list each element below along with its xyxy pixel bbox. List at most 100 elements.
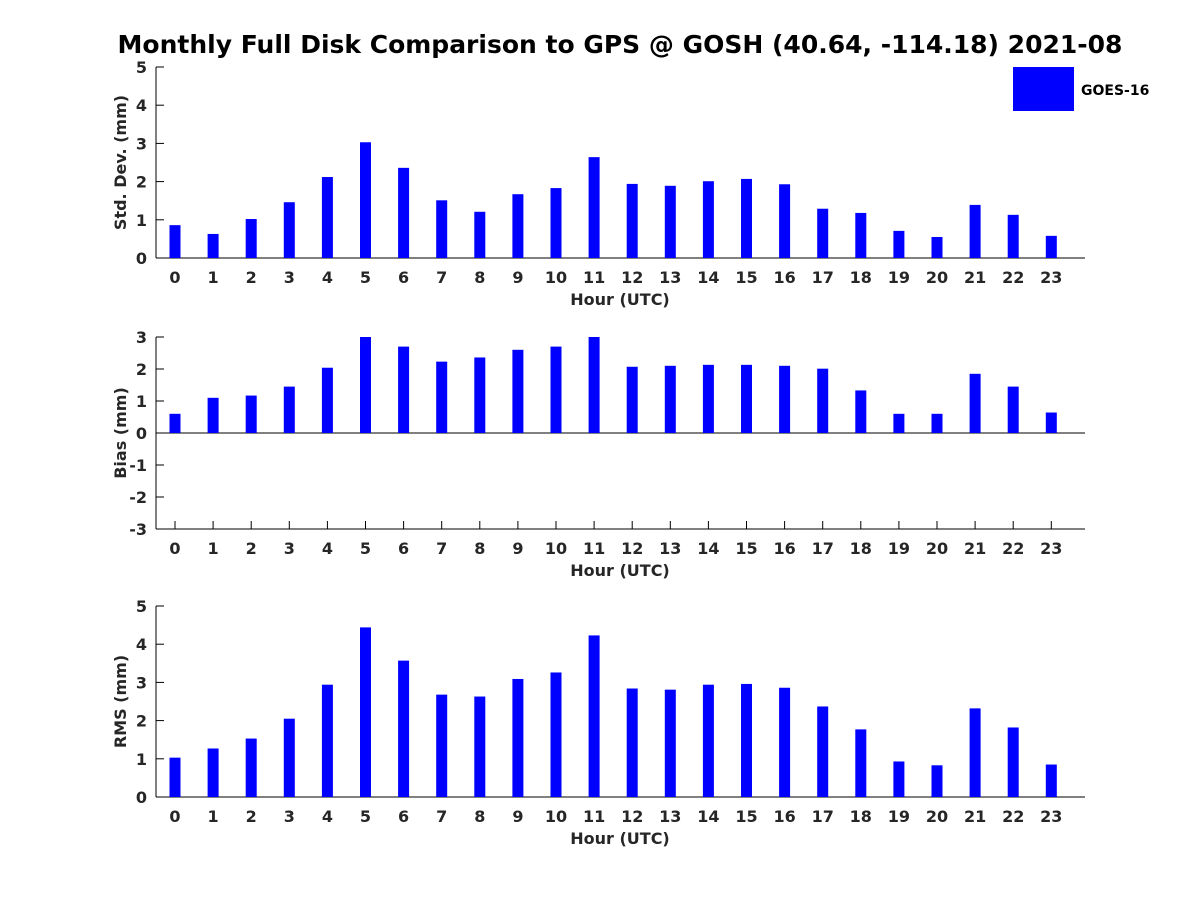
panel-1-x-tick-label: 23	[1040, 268, 1062, 287]
panel-2-x-tick-label: 3	[284, 539, 295, 558]
panel-1-bar-4	[321, 177, 333, 258]
panel-3-x-tick-label: 12	[621, 807, 643, 826]
panel-2-x-tick-label: 4	[322, 539, 333, 558]
panel-2-x-tick-label: 14	[697, 539, 719, 558]
panel-3-x-tick-label: 0	[169, 807, 180, 826]
panel-1-bar-14	[702, 181, 714, 258]
panel-1-bar-0	[169, 225, 181, 258]
panel-3-bar-11	[588, 635, 600, 797]
panel-1-y-tick-label: 2	[136, 173, 147, 192]
panel-3-x-tick-label: 14	[697, 807, 719, 826]
panel-3-bar-4	[321, 684, 333, 797]
panel-1-bar-11	[588, 157, 600, 258]
panel-3-bar-17	[817, 706, 829, 797]
panel-2-y-tick-label: 2	[136, 360, 147, 379]
panel-3-x-tick-label: 18	[850, 807, 872, 826]
panel-1-bar-18	[855, 212, 867, 258]
panel-2-x-tick-label: 22	[1002, 539, 1024, 558]
panel-2-bar-20	[931, 413, 943, 433]
panel-2-x-tick-label: 16	[773, 539, 795, 558]
panel-1-y-axis-label: Std. Dev. (mm)	[111, 95, 130, 230]
panel-2-x-tick-label: 11	[583, 539, 605, 558]
panel-2-bar-14	[702, 364, 714, 433]
panel-3-bar-3	[283, 718, 295, 797]
panel-3-x-tick-label: 9	[512, 807, 523, 826]
panel-1-x-axis-label: Hour (UTC)	[570, 290, 670, 309]
panel-1-x-tick-label: 17	[812, 268, 834, 287]
panel-1-x-tick-label: 18	[850, 268, 872, 287]
panel-2-x-tick-label: 12	[621, 539, 643, 558]
panel-2-x-tick-label: 2	[246, 539, 257, 558]
panel-2-x-tick-label: 19	[888, 539, 910, 558]
panel-2-bar-9	[512, 349, 524, 433]
panel-2-bar-22	[1007, 386, 1019, 433]
panel-2-bar-7	[436, 361, 448, 433]
panel-3-x-tick-label: 21	[964, 807, 986, 826]
panel-2-bar-0	[169, 413, 181, 433]
panel-1-y-tick-label: 5	[136, 58, 147, 77]
panel-2-y-tick-label: -1	[129, 456, 147, 475]
panel-1-x-tick-label: 16	[773, 268, 795, 287]
panel-3-bar-18	[855, 729, 867, 797]
panel-3-x-tick-label: 3	[284, 807, 295, 826]
panel-1-x-tick-label: 5	[360, 268, 371, 287]
panel-1-x-tick-label: 3	[284, 268, 295, 287]
panel-1-bar-23	[1045, 235, 1057, 258]
panel-2-y-tick-label: 0	[136, 424, 147, 443]
panel-3-y-tick-label: 0	[136, 788, 147, 807]
panel-1-x-tick-label: 9	[512, 268, 523, 287]
panel-2-bar-10	[550, 346, 562, 433]
panel-1-bar-12	[626, 183, 638, 258]
panel-1-bar-20	[931, 236, 943, 258]
panel-2-bar-11	[588, 337, 600, 433]
panel-1-x-tick-label: 11	[583, 268, 605, 287]
panel-1-x-tick-label: 21	[964, 268, 986, 287]
panel-1-bar-8	[474, 211, 486, 258]
panel-3-bar-16	[779, 687, 791, 797]
panel-2-x-tick-label: 13	[659, 539, 681, 558]
panel-1-x-tick-label: 12	[621, 268, 643, 287]
panel-1-x-tick-label: 15	[735, 268, 757, 287]
panel-1-y-tick-label: 1	[136, 211, 147, 230]
panel-2-x-tick-label: 15	[735, 539, 757, 558]
panel-3-x-axis-label: Hour (UTC)	[570, 829, 670, 848]
panel-3-x-tick-label: 7	[436, 807, 447, 826]
panel-3-bar-1	[207, 748, 219, 797]
panel-2-x-tick-label: 10	[545, 539, 567, 558]
panel-3-y-tick-label: 2	[136, 712, 147, 731]
panel-3-x-tick-label: 13	[659, 807, 681, 826]
panel-1-bar-19	[893, 230, 905, 258]
panel-2-y-tick-label: -2	[129, 488, 147, 507]
panel-2-x-axis-label: Hour (UTC)	[570, 561, 670, 580]
panel-1-x-tick-label: 20	[926, 268, 948, 287]
panel-2-y-tick-label: -3	[129, 520, 147, 539]
panel-2-x-tick-label: 8	[474, 539, 485, 558]
panel-3-x-tick-label: 1	[208, 807, 219, 826]
panel-2-x-tick-label: 0	[169, 539, 180, 558]
panel-3-x-tick-label: 15	[735, 807, 757, 826]
panel-2-bar-21	[969, 373, 981, 433]
panel-1-bar-15	[741, 178, 752, 258]
panel-3-bar-9	[512, 678, 524, 797]
panel-1-x-tick-label: 4	[322, 268, 333, 287]
panel-3-bar-5	[360, 627, 371, 797]
panel-1-x-tick-label: 0	[169, 268, 180, 287]
panel-1-bar-1	[207, 233, 219, 258]
panel-3-x-tick-label: 2	[246, 807, 257, 826]
panel-3-x-tick-label: 16	[773, 807, 795, 826]
panel-3-bar-20	[931, 765, 943, 797]
panel-1-bar-10	[550, 188, 562, 258]
panel-3-bar-23	[1045, 764, 1057, 797]
panel-2-x-tick-label: 9	[512, 539, 523, 558]
panel-1-y-tick-label: 4	[136, 96, 147, 115]
legend-swatch	[1013, 67, 1074, 111]
panel-3-bar-21	[969, 708, 981, 797]
panel-2-x-tick-label: 21	[964, 539, 986, 558]
panel-2-x-tick-label: 23	[1040, 539, 1062, 558]
panel-2-x-tick-label: 17	[812, 539, 834, 558]
panel-2-bar-6	[398, 346, 410, 433]
panel-3-y-axis-label: RMS (mm)	[111, 655, 130, 748]
panel-3-x-tick-label: 23	[1040, 807, 1062, 826]
panel-3-bar-0	[169, 757, 181, 797]
panel-1-x-tick-label: 22	[1002, 268, 1024, 287]
